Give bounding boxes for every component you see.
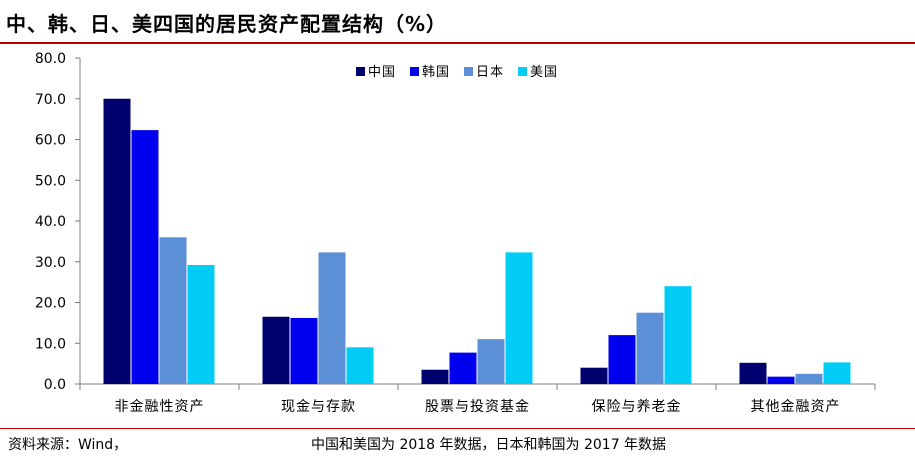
legend-label: 中国 <box>368 65 396 80</box>
source-line: 资料来源：Wind， 中国和美国为 2018 年数据，日本和韩国为 2017 年… <box>8 434 666 454</box>
legend-swatch <box>518 67 527 76</box>
bar <box>421 369 449 384</box>
x-category-label: 现金与存款 <box>281 399 356 415</box>
legend-label: 美国 <box>530 65 558 80</box>
bar <box>664 286 692 384</box>
bar <box>477 339 505 384</box>
bar <box>795 373 823 384</box>
y-tick-label: 10.0 <box>35 336 66 352</box>
x-category-label: 股票与投资基金 <box>425 398 530 415</box>
bar <box>187 265 215 384</box>
legend-label: 日本 <box>476 65 504 80</box>
y-tick-label: 70.0 <box>35 92 66 108</box>
bar <box>580 367 608 384</box>
bar <box>823 362 851 384</box>
bar-chart: 0.0 10.0 20.0 30.0 40.0 50.0 60.0 70.0 80.0 非金融性资… <box>35 51 876 415</box>
bar <box>103 98 131 384</box>
chart-area: 0.0 10.0 20.0 30.0 40.0 50.0 60.0 70.0 80.0 非金融性资… <box>0 44 915 427</box>
bar <box>505 252 533 384</box>
bar <box>290 317 318 384</box>
x-category-label: 非金融性资产 <box>115 399 205 415</box>
y-tick-label: 50.0 <box>35 173 66 189</box>
legend-label: 韩国 <box>422 65 450 80</box>
bar <box>131 130 159 384</box>
source-label: 资料来源：Wind， <box>8 437 128 453</box>
y-tick-label: 20.0 <box>35 296 66 312</box>
bar <box>159 237 187 384</box>
y-tick-label: 0.0 <box>44 377 66 393</box>
bar <box>636 312 664 384</box>
data-note: 中国和美国为 2018 年数据，日本和韩国为 2017 年数据 <box>311 437 667 453</box>
x-category-label: 保险与养老金 <box>592 399 682 415</box>
footer-divider <box>0 428 915 429</box>
bar <box>449 352 477 384</box>
bar <box>767 376 795 384</box>
y-tick-label: 40.0 <box>35 214 66 230</box>
legend-swatch <box>464 67 473 76</box>
y-tick-label: 80.0 <box>35 51 66 67</box>
title-divider <box>0 42 915 44</box>
bar <box>346 347 374 384</box>
bar <box>262 316 290 384</box>
bar <box>739 362 767 384</box>
bar <box>608 335 636 384</box>
x-category-label: 其他金融资产 <box>751 399 841 415</box>
legend-swatch <box>410 67 419 76</box>
bar <box>318 252 346 384</box>
chart-title: 中、韩、日、美四国的居民资产配置结构（%） <box>6 12 448 36</box>
legend-swatch <box>356 67 365 76</box>
y-tick-label: 60.0 <box>35 133 66 149</box>
y-tick-label: 30.0 <box>35 255 66 271</box>
